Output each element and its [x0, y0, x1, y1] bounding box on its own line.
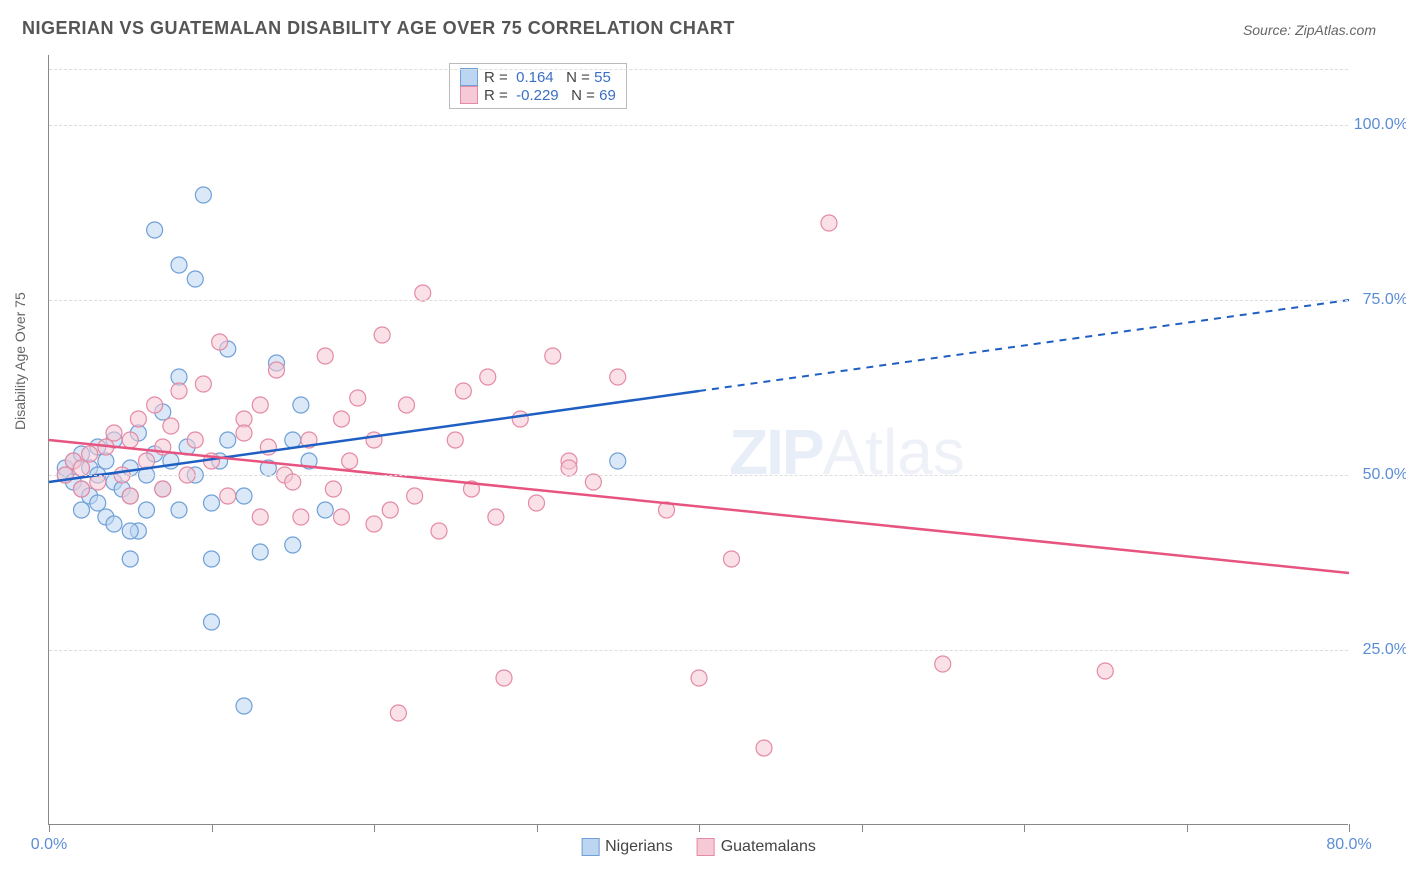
x-tick — [537, 824, 538, 832]
x-tick — [862, 824, 863, 832]
legend-swatch — [581, 838, 599, 856]
x-tick-label: 0.0% — [31, 836, 67, 854]
x-tick — [212, 824, 213, 832]
x-tick — [1024, 824, 1025, 832]
series-legend-label: Nigerians — [605, 838, 673, 856]
y-tick-label: 50.0% — [1363, 466, 1406, 484]
series-legend-item: Guatemalans — [697, 838, 816, 856]
gridline — [49, 300, 1348, 301]
x-tick-label: 80.0% — [1326, 836, 1371, 854]
legend-swatch — [460, 86, 478, 104]
legend-row: R = -0.229 N = 69 — [460, 86, 616, 104]
series-legend-label: Guatemalans — [721, 838, 816, 856]
gridline — [49, 650, 1348, 651]
x-tick — [374, 824, 375, 832]
legend-swatch — [460, 68, 478, 86]
x-tick — [49, 824, 50, 832]
x-tick — [1349, 824, 1350, 832]
source-attribution: Source: ZipAtlas.com — [1243, 22, 1376, 38]
series-legend: Nigerians Guatemalans — [581, 838, 816, 856]
y-axis-label: Disability Age Over 75 — [12, 292, 28, 430]
y-tick-label: 25.0% — [1363, 641, 1406, 659]
y-tick-label: 75.0% — [1363, 291, 1406, 309]
legend-text: R = 0.164 N = 55 — [484, 69, 611, 86]
gridline — [49, 125, 1348, 126]
legend-row: R = 0.164 N = 55 — [460, 68, 616, 86]
chart-plot-area: ZIPAtlas R = 0.164 N = 55R = -0.229 N = … — [48, 55, 1348, 825]
x-tick — [1187, 824, 1188, 832]
y-tick-label: 100.0% — [1354, 116, 1406, 134]
gridline — [49, 69, 1348, 70]
scatter-svg — [49, 55, 1348, 824]
x-tick — [699, 824, 700, 832]
series-legend-item: Nigerians — [581, 838, 673, 856]
legend-swatch — [697, 838, 715, 856]
chart-title: NIGERIAN VS GUATEMALAN DISABILITY AGE OV… — [22, 18, 735, 39]
gridline — [49, 475, 1348, 476]
legend-text: R = -0.229 N = 69 — [484, 87, 616, 104]
